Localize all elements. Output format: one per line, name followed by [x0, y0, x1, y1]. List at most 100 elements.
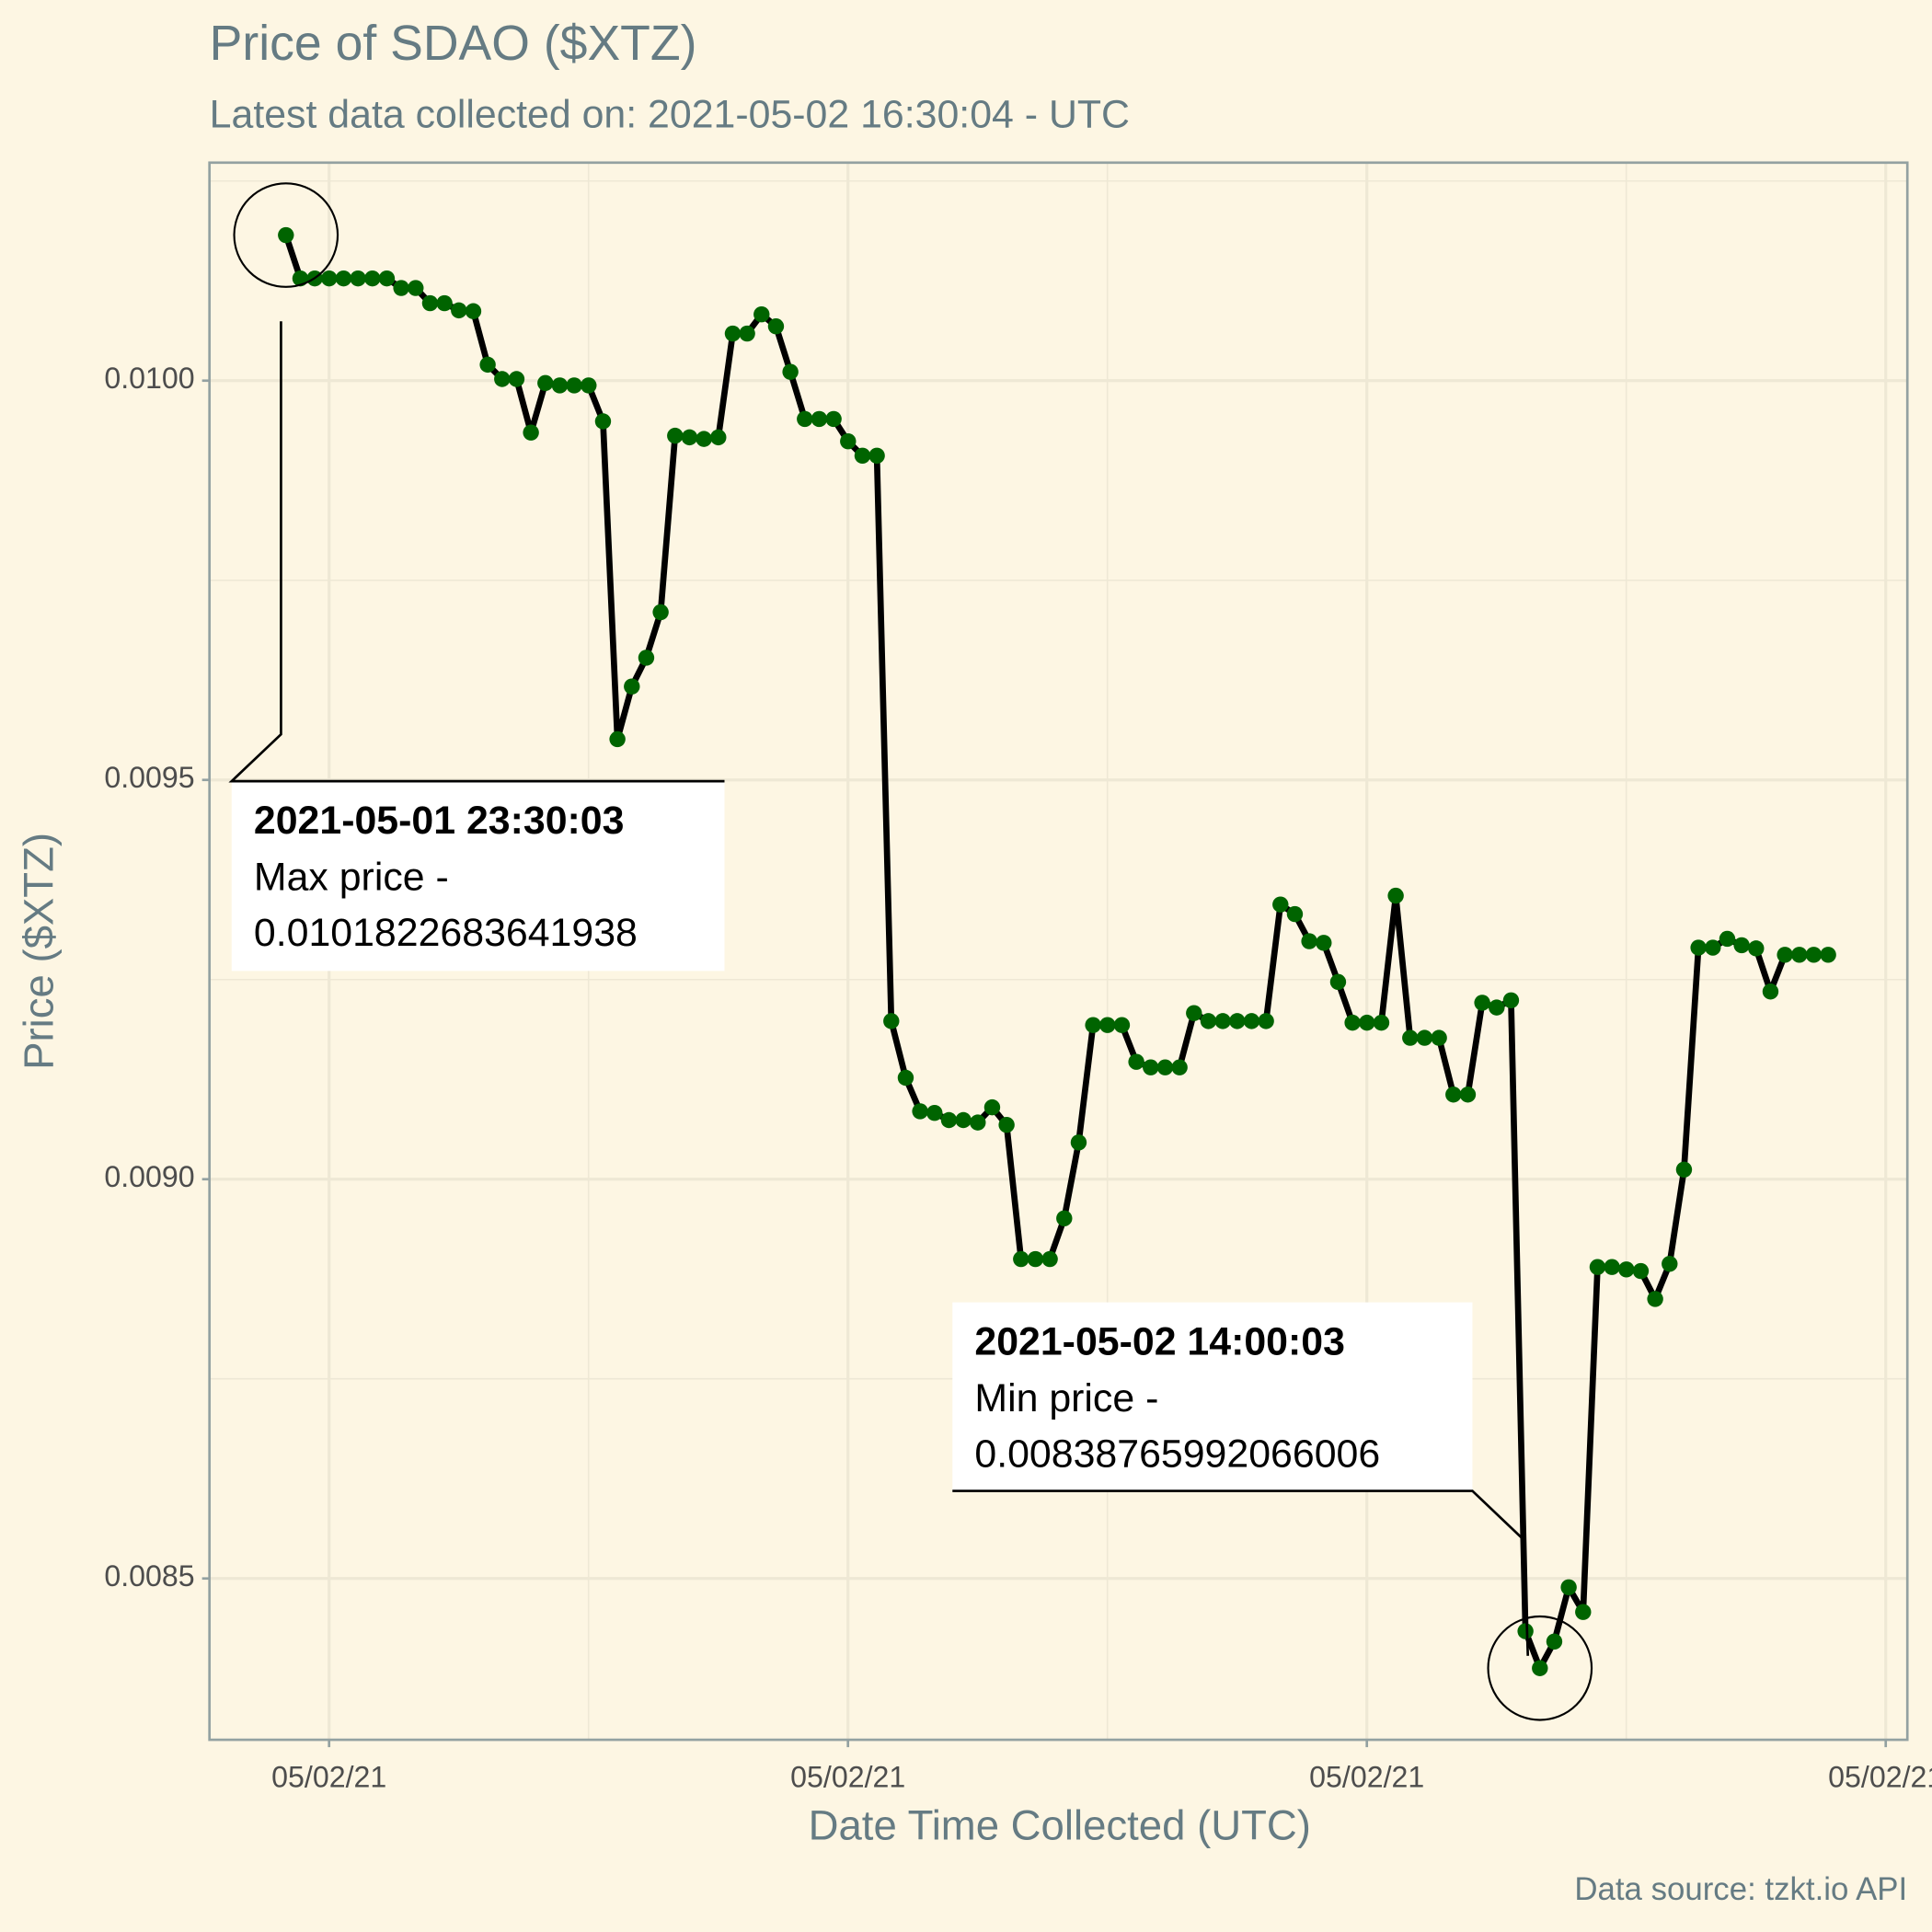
price-point [1214, 1013, 1231, 1029]
price-point [1056, 1210, 1073, 1226]
x-tick-label: 05/02/21 [271, 1760, 386, 1793]
price-point [1186, 1005, 1202, 1021]
price-point [1200, 1013, 1217, 1029]
price-point [1041, 1250, 1058, 1268]
price-point [1632, 1262, 1650, 1280]
price-point [278, 226, 294, 244]
price-point [782, 363, 799, 380]
price-point [1762, 983, 1779, 1000]
price-point [739, 325, 755, 342]
price-point [408, 280, 424, 296]
price-point [970, 1114, 986, 1131]
price-point [1387, 887, 1404, 904]
plot-border [208, 161, 1909, 1742]
annotation-label: Min price - [974, 1376, 1158, 1420]
y-axis-title: Price ($XTZ) [16, 833, 63, 1070]
highlight-circle [233, 182, 339, 288]
price-point [1013, 1250, 1029, 1268]
price-point [710, 429, 727, 446]
annotation-value: 0.0101822683641938 [254, 911, 638, 955]
price-point [1546, 1633, 1563, 1650]
price-point [1618, 1261, 1635, 1278]
price-point [292, 270, 309, 287]
price-point [594, 413, 612, 430]
price-point [1517, 1623, 1534, 1639]
price-point [753, 305, 770, 323]
leader-line [952, 1489, 1530, 1656]
price-point [825, 410, 842, 428]
price-point [1156, 1059, 1174, 1075]
price-point [1258, 1013, 1274, 1029]
price-point [1675, 1161, 1693, 1179]
price-point [1316, 935, 1332, 951]
price-point [696, 431, 712, 447]
y-tick-label: 0.0090 [104, 1160, 194, 1193]
x-tick-label: 05/02/21 [790, 1760, 905, 1793]
price-point [1099, 1017, 1116, 1033]
price-point [667, 427, 684, 444]
price-point [840, 433, 857, 450]
price-point [523, 424, 539, 441]
price-point [1243, 1013, 1260, 1029]
price-point [378, 270, 396, 287]
price-point [897, 1069, 914, 1087]
price-point [638, 650, 655, 666]
price-point [508, 371, 525, 387]
price-point [1777, 947, 1793, 963]
price-point [854, 447, 871, 465]
price-point [1070, 1134, 1087, 1151]
price-point [797, 410, 813, 428]
price-point [1373, 1014, 1390, 1031]
price-point [1502, 992, 1520, 1009]
price-point [1719, 930, 1736, 948]
price-point [364, 270, 381, 287]
y-tick-label: 0.0095 [104, 761, 194, 794]
price-point [1272, 896, 1289, 913]
price-point [1143, 1059, 1159, 1075]
x-tick-label: 05/02/21 [1828, 1760, 1932, 1793]
price-point [652, 604, 669, 621]
price-point [940, 1111, 958, 1129]
price-point [1791, 947, 1808, 963]
price-point [609, 730, 626, 748]
price-point [1113, 1017, 1131, 1033]
annotation-box [952, 1302, 1473, 1491]
price-point [681, 429, 698, 446]
annotations: 2021-05-01 23:30:03 Max price - 0.01018226… [228, 182, 1593, 1721]
price-point [811, 410, 828, 428]
price-point [350, 270, 366, 287]
highlight-circle [1487, 1615, 1593, 1721]
price-point [983, 1098, 1001, 1116]
price-point [883, 1013, 900, 1029]
chart-subtitle: Latest data collected on: 2021-05-02 16:… [210, 93, 1130, 137]
price-point [1690, 939, 1707, 956]
price-point [955, 1111, 972, 1129]
price-point [926, 1104, 943, 1121]
price-point [1416, 1029, 1433, 1046]
price-point [1344, 1014, 1361, 1031]
price-point [335, 270, 352, 287]
price-point [1229, 1013, 1246, 1029]
price-point [1359, 1014, 1375, 1031]
price-point [393, 280, 409, 296]
price-point [1286, 905, 1304, 923]
price-point [421, 294, 439, 312]
price-point [1805, 947, 1823, 963]
y-tick-label: 0.0085 [104, 1559, 194, 1593]
price-point [624, 678, 640, 695]
price-point [1128, 1053, 1144, 1070]
price-point [581, 377, 597, 394]
price-point [537, 374, 554, 392]
price-point [566, 377, 582, 394]
price-point [868, 447, 885, 465]
x-axis-title: Date Time Collected (UTC) [809, 1802, 1311, 1849]
caption: Data source: tzkt.io API [1574, 1871, 1907, 1907]
price-point [724, 325, 742, 342]
leader-line [228, 321, 725, 783]
price-point [1459, 1087, 1477, 1103]
price-point [1589, 1259, 1606, 1275]
price-point [1748, 940, 1765, 957]
price-point [1532, 1660, 1548, 1676]
